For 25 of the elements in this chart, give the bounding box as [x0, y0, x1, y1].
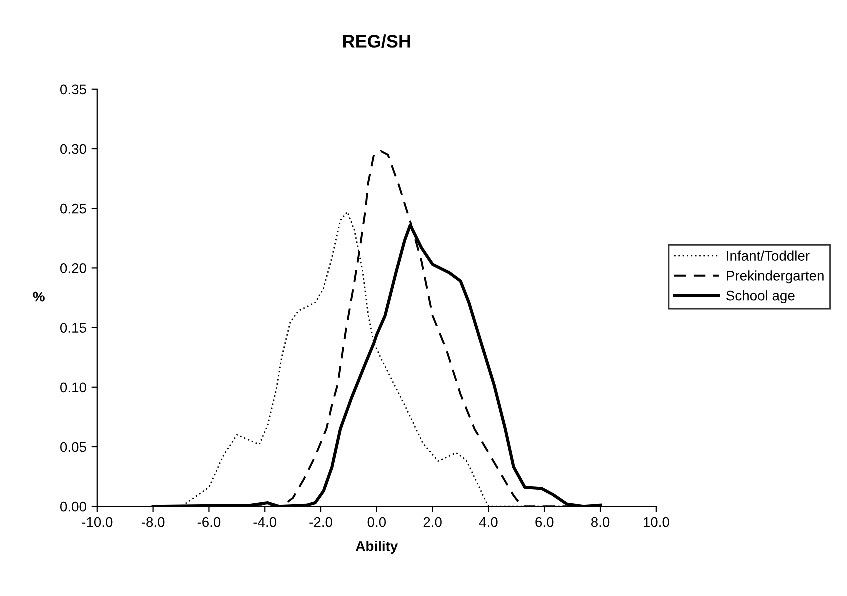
x-tick-label: -4.0: [254, 517, 277, 528]
legend-label: Infant/Toddler: [727, 250, 810, 261]
chart-title: REG/SH: [344, 34, 410, 48]
x-tick-label: -10.0: [82, 517, 113, 528]
legend-label: School age: [726, 290, 795, 304]
y-tick-label: 0.10: [60, 382, 86, 393]
y-tick-label: 0.30: [60, 144, 86, 154]
y-tick-label: 0.05: [60, 442, 86, 452]
x-axis-title: Ability: [356, 541, 398, 554]
x-tick-label: 2.0: [424, 517, 442, 528]
x-tick-label: 10.0: [644, 517, 670, 528]
y-tick-label: 0.00: [60, 502, 86, 512]
x-tick-label: 8.0: [591, 517, 610, 528]
x-tick-label: 0.0: [368, 517, 386, 528]
x-tick-label: 6.0: [536, 517, 554, 528]
y-tick-label: 0.35: [60, 84, 86, 95]
y-tick-label: 0.20: [60, 264, 86, 274]
y-tick-label: 0.25: [60, 204, 86, 214]
y-axis-title: %: [33, 292, 45, 302]
y-tick-label: 0.15: [60, 323, 86, 333]
x-tick-label: -2.0: [310, 517, 332, 528]
x-tick-label: -8.0: [142, 517, 165, 528]
x-tick-label: 4.0: [479, 517, 498, 528]
x-tick-label: -6.0: [198, 517, 221, 528]
legend-label: Prekindergarten: [727, 270, 824, 284]
